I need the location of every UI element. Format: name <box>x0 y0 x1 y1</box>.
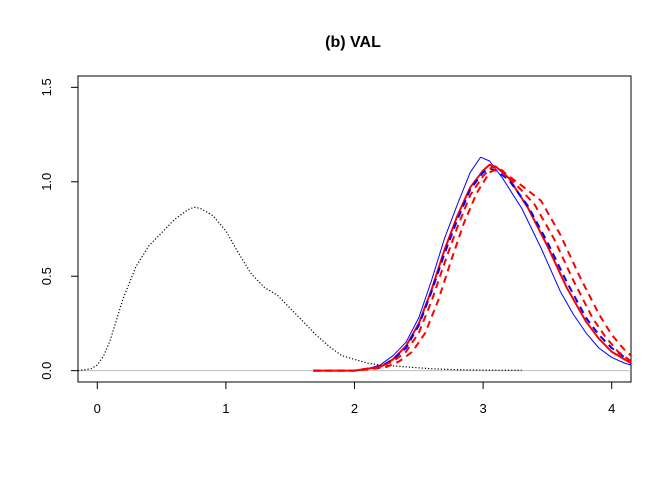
series-line-1 <box>78 206 522 372</box>
y-tick-label: 0.0 <box>39 362 54 380</box>
y-tick-label: 1.0 <box>39 173 54 191</box>
series-line-2 <box>313 156 631 372</box>
x-axis: 0 1 2 3 4 <box>94 382 615 416</box>
x-tick-label: 4 <box>608 401 615 416</box>
series-layer <box>78 156 631 372</box>
x-tick-label: 3 <box>479 401 486 416</box>
series-line-6 <box>313 167 631 372</box>
series-line-4 <box>313 167 631 372</box>
chart-title: (b) VAL <box>325 34 381 51</box>
series-line-3 <box>313 163 631 372</box>
x-tick-label: 0 <box>94 401 101 416</box>
x-tick-label: 1 <box>222 401 229 416</box>
y-tick-label: 0.5 <box>39 267 54 285</box>
series-line-5 <box>313 165 631 372</box>
x-tick-label: 2 <box>351 401 358 416</box>
y-tick-label: 1.5 <box>39 78 54 96</box>
y-axis: 0.0 0.5 1.0 1.5 <box>39 78 78 380</box>
